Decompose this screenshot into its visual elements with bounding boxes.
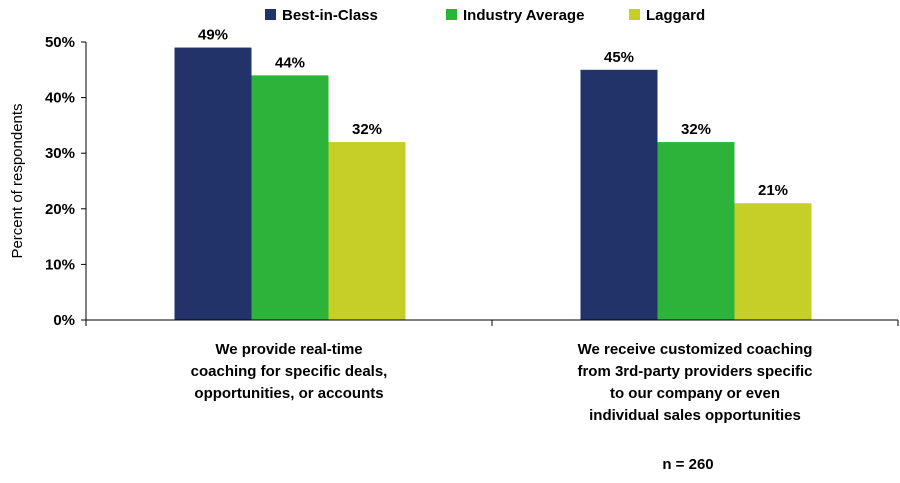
- y-tick-label: 20%: [45, 201, 75, 218]
- bars: 49% 44% 32% 45% 32% 21%: [174, 27, 812, 321]
- data-label: 45%: [604, 49, 634, 66]
- legend-label: Industry Average: [463, 7, 584, 24]
- category-labels: We provide real-time coaching for specifi…: [191, 341, 813, 424]
- y-tick-label: 30%: [45, 145, 75, 162]
- data-label: 49%: [198, 27, 228, 44]
- legend-item-industry-average: Industry Average: [446, 7, 584, 24]
- y-tick-label: 10%: [45, 256, 75, 273]
- legend-swatch: [446, 9, 457, 20]
- x-axis: [85, 319, 899, 326]
- legend-item-laggard: Laggard: [629, 7, 705, 24]
- data-label: 32%: [352, 121, 382, 138]
- y-tick-label: 40%: [45, 90, 75, 107]
- legend-item-best-in-class: Best-in-Class: [265, 7, 378, 24]
- y-axis: 0% 10% 20% 30% 40% 50%: [45, 34, 87, 329]
- data-label: 21%: [758, 182, 788, 199]
- bar-best-in-class: [174, 47, 252, 321]
- y-tick-label: 0%: [53, 312, 75, 329]
- legend-swatch: [265, 9, 276, 20]
- data-label: 32%: [681, 121, 711, 138]
- bar-best-in-class: [580, 69, 658, 320]
- category-label: We receive customized coaching from 3rd-p…: [577, 341, 812, 424]
- bar-industry-average: [251, 75, 329, 320]
- legend-swatch: [629, 9, 640, 20]
- sample-size-note: n = 260: [662, 456, 713, 473]
- bar-industry-average: [657, 142, 735, 320]
- legend: Best-in-Class Industry Average Laggard: [265, 7, 705, 24]
- y-axis-label: Percent of respondents: [9, 103, 26, 258]
- legend-label: Laggard: [646, 7, 705, 24]
- legend-label: Best-in-Class: [282, 7, 378, 24]
- bar-laggard: [328, 142, 406, 320]
- bar-laggard: [734, 203, 812, 320]
- data-label: 44%: [275, 54, 305, 71]
- category-label: We provide real-time coaching for specifi…: [191, 341, 388, 402]
- y-tick-label: 50%: [45, 34, 75, 51]
